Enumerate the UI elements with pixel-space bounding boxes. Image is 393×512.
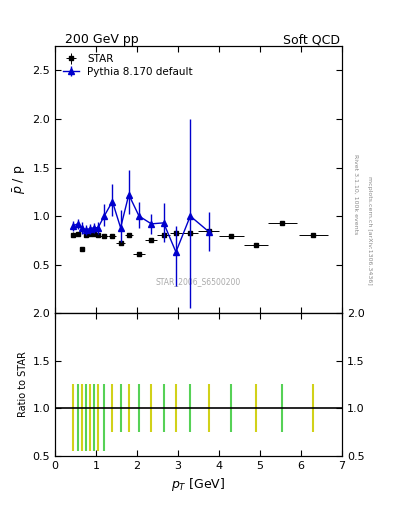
Text: 200 GeV pp: 200 GeV pp xyxy=(65,33,138,46)
Text: STAR_2006_S6500200: STAR_2006_S6500200 xyxy=(156,276,241,286)
Y-axis label: $\bar{p}$ / p: $\bar{p}$ / p xyxy=(12,165,28,195)
Legend: STAR, Pythia 8.170 default: STAR, Pythia 8.170 default xyxy=(59,50,197,81)
X-axis label: $p_T$ [GeV]: $p_T$ [GeV] xyxy=(171,476,226,493)
Text: mcplots.cern.ch [arXiv:1306.3436]: mcplots.cern.ch [arXiv:1306.3436] xyxy=(367,176,372,285)
Text: Rivet 3.1.10, 100k events: Rivet 3.1.10, 100k events xyxy=(353,155,358,234)
Y-axis label: Ratio to STAR: Ratio to STAR xyxy=(18,352,28,417)
Text: Soft QCD: Soft QCD xyxy=(283,33,340,46)
